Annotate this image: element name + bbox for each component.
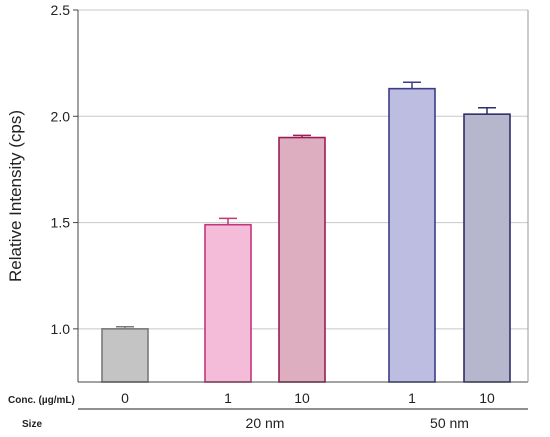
conc-label: 0 <box>121 390 129 406</box>
y-tick-labels: 1.0 1.5 2.0 2.5 <box>51 2 78 337</box>
size-group-label: 50 nm <box>430 415 469 431</box>
size-group-labels: 20 nm 50 nm <box>246 415 469 431</box>
conc-label: 10 <box>479 390 495 406</box>
y-tick-label: 2.5 <box>51 2 71 18</box>
size-group-label: 20 nm <box>246 415 285 431</box>
conc-label: 1 <box>224 390 232 406</box>
bar <box>101 328 149 383</box>
y-tick-label: 1.5 <box>51 215 71 231</box>
bars <box>101 81 511 383</box>
conc-label: 1 <box>408 390 416 406</box>
bar <box>388 87 436 383</box>
y-tick-label: 2.0 <box>51 108 71 124</box>
bar <box>463 113 511 383</box>
bar <box>278 136 326 383</box>
size-row-label: Size <box>22 419 42 430</box>
conc-label: 10 <box>294 390 310 406</box>
y-axis-label: Relative Intensity (cps) <box>6 110 25 282</box>
axes <box>77 10 529 383</box>
conc-labels: 0 1 10 1 10 <box>121 390 495 406</box>
conc-row-label: Conc. (µg/mL) <box>8 395 75 406</box>
y-tick-label: 1.0 <box>51 321 71 337</box>
bar <box>204 223 252 383</box>
